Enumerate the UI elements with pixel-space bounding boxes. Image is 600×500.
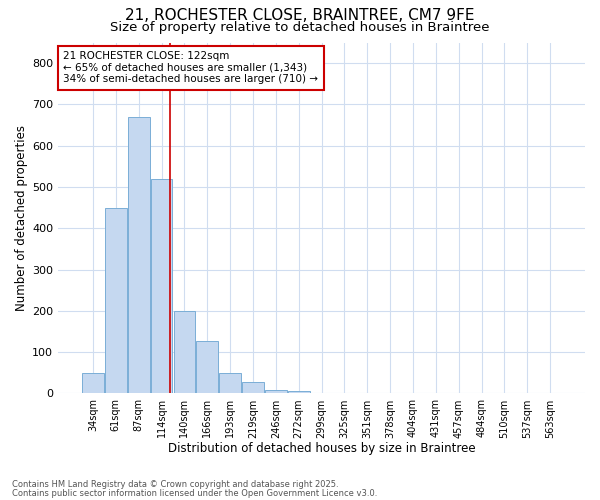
Y-axis label: Number of detached properties: Number of detached properties	[15, 125, 28, 311]
Text: 21 ROCHESTER CLOSE: 122sqm
← 65% of detached houses are smaller (1,343)
34% of s: 21 ROCHESTER CLOSE: 122sqm ← 65% of deta…	[64, 52, 319, 84]
Bar	[82, 373, 104, 394]
Bar	[265, 390, 287, 394]
Bar	[105, 208, 127, 394]
Bar	[128, 117, 149, 394]
Bar	[173, 311, 195, 394]
Bar	[242, 382, 264, 394]
Bar	[196, 340, 218, 394]
Bar	[219, 373, 241, 394]
X-axis label: Distribution of detached houses by size in Braintree: Distribution of detached houses by size …	[168, 442, 475, 455]
Bar	[288, 392, 310, 394]
Bar	[151, 179, 172, 394]
Text: Contains public sector information licensed under the Open Government Licence v3: Contains public sector information licen…	[12, 488, 377, 498]
Text: Size of property relative to detached houses in Braintree: Size of property relative to detached ho…	[110, 21, 490, 34]
Text: Contains HM Land Registry data © Crown copyright and database right 2025.: Contains HM Land Registry data © Crown c…	[12, 480, 338, 489]
Text: 21, ROCHESTER CLOSE, BRAINTREE, CM7 9FE: 21, ROCHESTER CLOSE, BRAINTREE, CM7 9FE	[125, 8, 475, 22]
